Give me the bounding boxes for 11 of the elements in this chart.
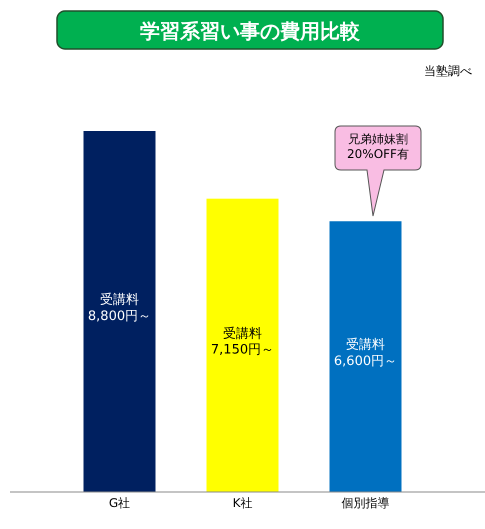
data-label: 受講料 7,150円～: [210, 326, 274, 358]
x-tick-label: G社: [108, 496, 130, 510]
annotation: 兄弟姉妹割 20%OFF有: [347, 132, 409, 161]
text: 当塾調べ: [424, 64, 472, 78]
x-tick-label: 個別指導: [342, 496, 390, 510]
x-tick-label: K社: [232, 496, 252, 510]
chart-title: 学習系習い事の費用比較: [140, 19, 361, 43]
data-label: 受講料 6,600円～: [334, 338, 398, 369]
title: 学習系習い事の費用比較: [56, 10, 444, 50]
callout: 兄弟姉妹割 20%OFF有: [334, 126, 422, 216]
data-label: 受講料 8,800円～: [88, 292, 152, 324]
